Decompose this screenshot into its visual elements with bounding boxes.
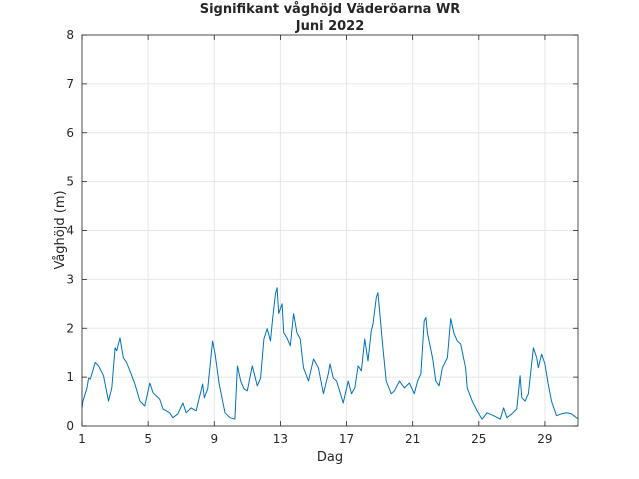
axes — [81, 34, 579, 427]
y-tick-label: 6 — [66, 126, 74, 140]
y-axis-label: Våghöjd (m) — [53, 190, 68, 269]
y-tick-label: 0 — [66, 419, 74, 433]
chart-subtitle: Juni 2022 — [295, 19, 365, 34]
x-tick-label: 9 — [210, 432, 218, 446]
x-tick-label: 17 — [339, 432, 354, 446]
y-tick-label: 8 — [66, 28, 74, 42]
y-tick-label: 2 — [66, 321, 74, 335]
series-group — [81, 287, 579, 420]
x-tick-label: 25 — [471, 432, 486, 446]
chart-title: Signifikant våghöjd Väderöarna WR — [200, 2, 461, 17]
x-axis-label: Dag — [317, 450, 343, 465]
x-tick-label: 13 — [273, 432, 288, 446]
x-tick-label: 1 — [78, 432, 86, 446]
x-tick-label: 5 — [144, 432, 152, 446]
y-tick-label: 3 — [66, 272, 74, 286]
grid — [81, 34, 578, 427]
y-tick-label: 5 — [66, 175, 74, 189]
y-tick-label: 4 — [66, 224, 74, 238]
plot-frame — [81, 34, 579, 427]
x-tick-label: 29 — [537, 432, 552, 446]
y-tick-label: 1 — [66, 370, 74, 384]
x-tick-label: 21 — [405, 432, 420, 446]
y-tick-label: 7 — [66, 77, 74, 91]
series-line — [81, 287, 579, 420]
